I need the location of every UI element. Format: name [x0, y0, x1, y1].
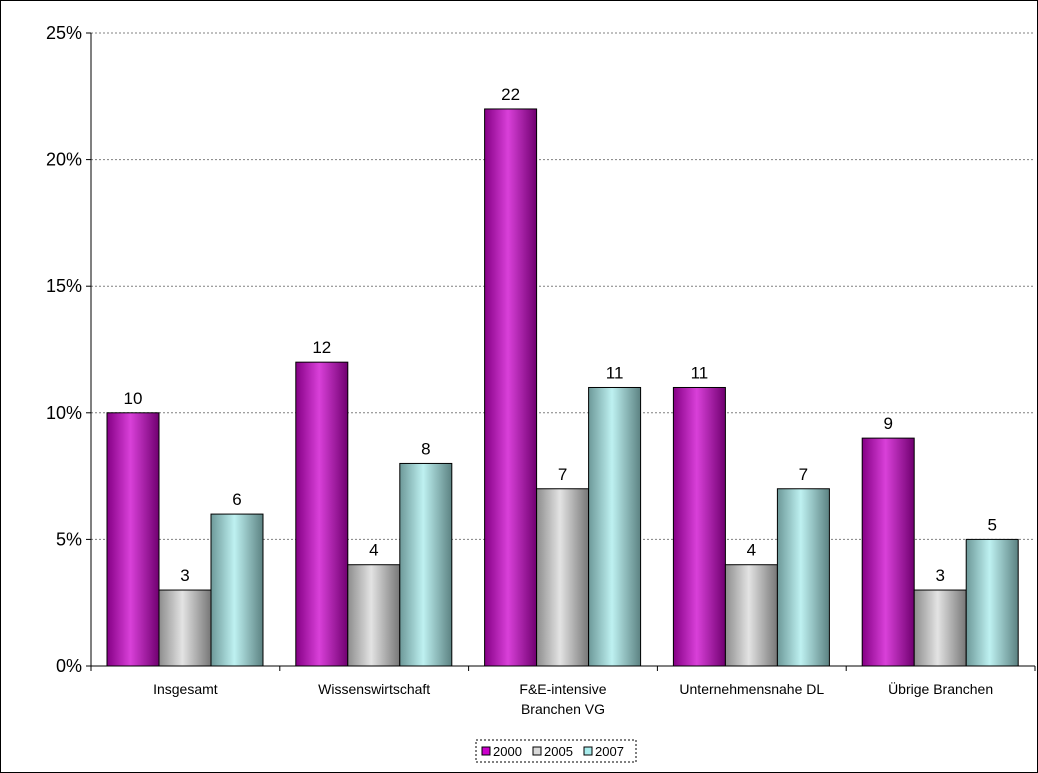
bar-2000-4	[861, 437, 915, 667]
data-label: 8	[421, 439, 430, 458]
data-label: 4	[747, 541, 756, 560]
bar-2007-0	[210, 513, 264, 667]
data-label: 12	[312, 338, 331, 357]
data-label: 3	[180, 566, 189, 585]
data-label: 5	[987, 515, 996, 534]
category-label: Insgesamt	[153, 681, 218, 697]
legend-box	[475, 739, 637, 763]
y-tick-label: 10%	[46, 403, 82, 423]
category-label: F&E-intensive	[519, 681, 606, 697]
bar-2005-2	[536, 488, 590, 667]
bar-2000-1	[295, 361, 349, 667]
axes: 0% 5% 10% 15% 20% 25% Insgesamt Wissenswirtscha…	[46, 23, 1036, 717]
bar-2000-3	[672, 386, 726, 667]
data-label: 7	[799, 465, 808, 484]
data-label: 11	[691, 363, 709, 382]
bars	[106, 108, 1019, 667]
bar-2007-2	[588, 386, 642, 667]
data-label: 4	[369, 541, 378, 560]
bar-2000-0	[106, 412, 160, 667]
legend-swatch-2007	[583, 746, 593, 756]
category-label: Branchen VG	[521, 701, 605, 717]
legend-label-2007: 2007	[595, 744, 624, 759]
bar-2005-3	[724, 564, 778, 667]
bar-2005-1	[347, 564, 401, 667]
bar-2007-4	[965, 538, 1019, 667]
data-label: 22	[501, 85, 520, 104]
legend-label-2000: 2000	[493, 744, 522, 759]
category-label: Wissenswirtschaft	[318, 681, 430, 697]
legend-swatch-2005	[532, 746, 542, 756]
bar-2007-1	[399, 462, 453, 667]
category-label: Unternehmensnahe DL	[679, 681, 824, 697]
bar-2000-2	[484, 108, 538, 667]
data-label: 7	[558, 465, 567, 484]
bar-2005-0	[158, 589, 212, 667]
legend-swatch-2000	[481, 746, 491, 756]
data-labels: 10 3 6 12 4 8 22 7 11 11 4 7 9 3 5	[124, 85, 997, 585]
bar-2005-4	[913, 589, 967, 667]
legend: 2000 2005 2007	[475, 739, 637, 763]
data-label: 10	[124, 389, 143, 408]
legend-label-2005: 2005	[544, 744, 573, 759]
y-tick-label: 20%	[46, 150, 82, 170]
data-label: 11	[606, 363, 624, 382]
data-label: 6	[232, 490, 241, 509]
data-label: 9	[883, 414, 892, 433]
y-tick-label: 15%	[46, 276, 82, 296]
bar-2007-3	[776, 488, 830, 667]
y-tick-label: 0%	[56, 656, 82, 676]
y-tick-label: 5%	[56, 529, 82, 549]
data-label: 3	[935, 566, 944, 585]
y-tick-label: 25%	[46, 23, 82, 43]
category-label: Übrige Branchen	[888, 680, 993, 697]
